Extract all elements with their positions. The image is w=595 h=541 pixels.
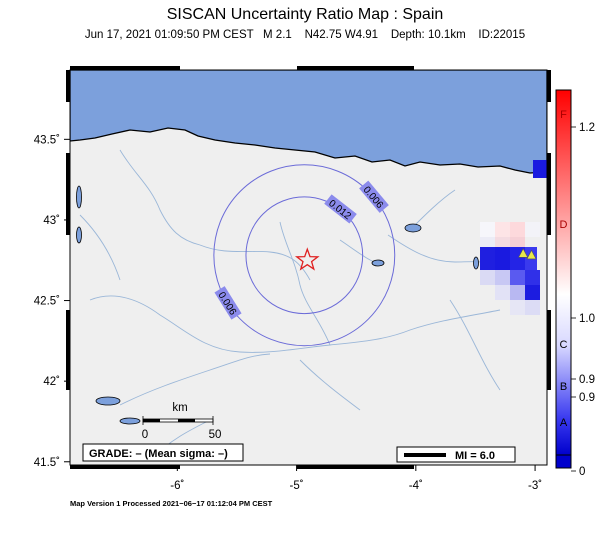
y-tick-label: 41.5˚ <box>34 457 60 469</box>
y-tick-label: 42.5˚ <box>34 296 60 308</box>
frame-bars <box>66 66 551 469</box>
contour-label-bg <box>359 180 389 213</box>
station-triangle <box>526 249 537 260</box>
x-tick-label: -6˚ <box>170 480 184 492</box>
grade-text: GRADE: – (Mean sigma: –) <box>89 448 228 460</box>
scale-bar: km 0 50 <box>142 402 222 441</box>
colorbar-grade-letter: F <box>560 109 567 121</box>
epicenter-star <box>294 247 320 271</box>
contour-label-bg <box>324 194 357 224</box>
scale-bar-label-50: 50 <box>209 429 222 441</box>
colorbar-grade-letter: A <box>560 417 568 429</box>
colorbar-grade-letter: D <box>560 219 568 231</box>
colorbar-grade-letter: C <box>560 339 568 351</box>
y-tick-label: 43˚ <box>43 215 60 227</box>
x-tick-label: -4˚ <box>409 480 423 492</box>
y-tick-label: 43.5˚ <box>34 134 60 146</box>
colorbar-label: 0.9 <box>579 374 595 386</box>
contour-label-bg <box>214 286 242 320</box>
scale-bar-title: km <box>172 402 187 414</box>
y-tick-label: 42˚ <box>43 376 60 388</box>
station-triangle <box>518 248 529 258</box>
uncertainty-contour <box>245 196 364 315</box>
mi-legend: MI = 6.0 <box>396 446 516 463</box>
rivers <box>79 149 501 461</box>
uncertainty-contour <box>213 164 396 347</box>
sea-area <box>70 70 547 174</box>
colorbar-label: 0 <box>579 466 585 478</box>
colorbar-label: 0.9 <box>579 392 595 404</box>
processing-footer: Map Version 1 Processed 2021−06−17 01:12… <box>70 499 273 508</box>
colorbar-grade-letter: B <box>560 381 567 393</box>
uncertainty-grid <box>480 160 547 315</box>
grade-box: GRADE: – (Mean sigma: –) <box>82 443 244 462</box>
scale-bar-label-0: 0 <box>142 429 148 441</box>
x-tick-label: -5˚ <box>290 480 304 492</box>
colorbar-label: 1.2 <box>579 122 595 134</box>
colorbar-label: 1.0 <box>579 313 595 325</box>
map-title: SISCAN Uncertainty Ratio Map : Spain <box>166 6 444 23</box>
event-info-line: Jun 17, 2021 01:09:50 PM CEST M 2.1 N42.… <box>84 29 526 41</box>
mi-legend-text: MI = 6.0 <box>455 450 495 462</box>
x-tick-label: -3˚ <box>528 480 542 492</box>
colorbar: F D C B A 1.2 1.0 0.9 0.9 0 <box>555 89 595 478</box>
